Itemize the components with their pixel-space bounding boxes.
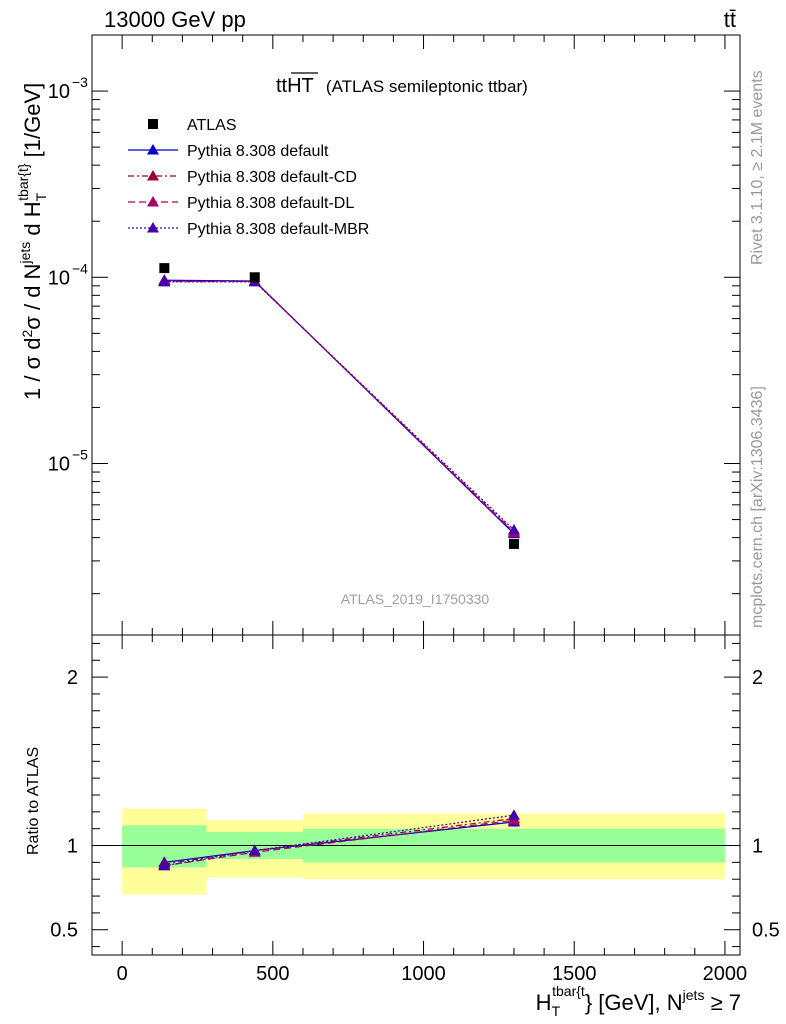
x-tick-label: 0 bbox=[117, 963, 128, 985]
x-label-sub: T bbox=[552, 1003, 561, 1019]
atlas-data-point bbox=[159, 263, 170, 274]
ratio-ticks bbox=[92, 635, 740, 955]
y-label-part: [1/GeV] bbox=[20, 83, 45, 164]
header-right-label: tt̄ bbox=[724, 7, 736, 32]
series-marker-3 bbox=[507, 523, 520, 535]
y-label-part: d H bbox=[20, 201, 45, 241]
main-panel: 10−310−410−5 ttHT (ATLAS semileptonic tt… bbox=[15, 34, 741, 636]
x-tick-label: 2000 bbox=[703, 963, 748, 985]
x-tick-labels: 0 500 1000 1500 2000 bbox=[117, 963, 748, 985]
y-label-part: 1 / σ d bbox=[20, 338, 45, 401]
y-label-sup: jets bbox=[17, 242, 33, 265]
legend-label-1: Pythia 8.308 default-CD bbox=[187, 169, 357, 186]
y-tick-label: 10 bbox=[48, 454, 70, 476]
y-axis-label-ratio: Ratio to ATLAS bbox=[25, 747, 42, 855]
ratio-y-tick-label-right: 0.5 bbox=[752, 920, 780, 942]
ratio-panel: 0.5 0.5 1 1 2 2 Ratio to ATLAS bbox=[25, 634, 780, 956]
ratio-y-tick-label-right: 1 bbox=[752, 836, 763, 858]
main-tick-labels: 10−310−410−5 bbox=[48, 74, 88, 475]
ratio-frame bbox=[91, 634, 741, 956]
legend-marker-1 bbox=[147, 170, 159, 181]
legend-marker-2 bbox=[147, 196, 159, 207]
y-tick-label-exponent: −5 bbox=[72, 447, 88, 463]
legend-series: Pythia 8.308 default Pythia 8.308 default… bbox=[128, 143, 369, 238]
y-tick-label: 10 bbox=[48, 267, 70, 289]
main-markers bbox=[158, 263, 520, 549]
series-line-2 bbox=[164, 280, 515, 534]
legend-label-2: Pythia 8.308 default-DL bbox=[187, 195, 354, 212]
ratio-line-1 bbox=[164, 817, 515, 865]
series-line-3 bbox=[164, 281, 515, 531]
y-tick-label-exponent: −4 bbox=[72, 260, 88, 276]
series-line-0 bbox=[164, 279, 515, 535]
ratio-y-tick-label-right: 2 bbox=[752, 667, 763, 689]
ratio-tick-labels: 0.5 0.5 1 1 2 2 bbox=[50, 667, 780, 942]
x-tick-label: 500 bbox=[256, 963, 289, 985]
watermark: ATLAS_2019_I1750330 bbox=[341, 591, 490, 607]
x-tick-label: 1000 bbox=[401, 963, 446, 985]
x-label-sup: jets bbox=[682, 987, 705, 1003]
ratio-marker-3 bbox=[507, 809, 520, 820]
ratio-y-tick-label-left: 1 bbox=[67, 836, 78, 858]
x-axis-label: HTtbar{t} [GeV], Njets ≥ 7 bbox=[536, 983, 741, 1019]
legend-label-0: Pythia 8.308 default bbox=[187, 143, 329, 160]
ratio-y-tick-label-left: 0.5 bbox=[50, 920, 78, 942]
rivet-label: Rivet 3.1.10, ≥ 2.1M events bbox=[749, 70, 766, 265]
x-label-sup: tbar{t bbox=[552, 983, 585, 999]
atlas-data-point bbox=[508, 538, 519, 549]
legend-marker-0 bbox=[147, 144, 159, 155]
series-line-1 bbox=[164, 280, 515, 533]
y-axis-label-main: 1 / σ d2σ / d Njets d HTtbar{t} [1/GeV] bbox=[15, 83, 49, 400]
plot-title-main: ttHT bbox=[276, 75, 314, 97]
y-label-sup: 2 bbox=[19, 330, 35, 338]
ratio-y-tick-label-left: 2 bbox=[67, 667, 78, 689]
x-label-part: H bbox=[536, 990, 552, 1015]
ratio-bands bbox=[92, 808, 740, 895]
y-tick-label-exponent: −3 bbox=[72, 74, 88, 90]
x-tick-label: 1500 bbox=[552, 963, 597, 985]
y-label-sup: tbar{t} bbox=[15, 163, 31, 201]
legend-label-3: Pythia 8.308 default-MBR bbox=[187, 221, 369, 238]
header-left-label: 13000 GeV pp bbox=[104, 7, 246, 32]
main-ticks bbox=[92, 34, 740, 635]
plot-title: ttHT (ATLAS semileptonic ttbar) bbox=[276, 72, 528, 97]
ratio-markers bbox=[158, 809, 520, 871]
plot-title-sub: (ATLAS semileptonic ttbar) bbox=[326, 77, 528, 96]
mcplots-label: mcplots.cern.ch [arXiv:1306.3436] bbox=[749, 386, 766, 628]
legend-marker-atlas bbox=[148, 119, 158, 129]
y-label-sub: T bbox=[33, 192, 49, 201]
legend-label-atlas: ATLAS bbox=[187, 117, 237, 134]
y-label-part: σ / d N bbox=[20, 264, 45, 330]
legend-marker-3 bbox=[147, 222, 159, 233]
y-tick-label: 10 bbox=[48, 81, 70, 103]
x-label-part: } [GeV], N bbox=[585, 990, 683, 1015]
ratio-marker-3 bbox=[248, 844, 261, 856]
series-marker-3 bbox=[158, 275, 171, 287]
main-series-lines bbox=[164, 279, 515, 535]
x-label-part: ≥ 7 bbox=[704, 990, 741, 1015]
ratio-marker-3 bbox=[158, 859, 171, 871]
atlas-data-point bbox=[249, 272, 260, 283]
